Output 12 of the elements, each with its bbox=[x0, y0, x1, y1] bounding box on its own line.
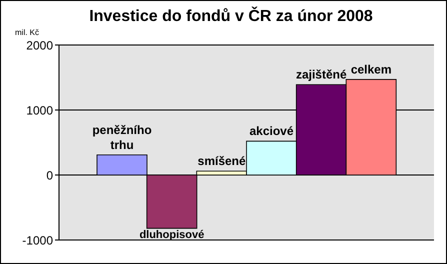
x-tick-label: dluhopisové bbox=[139, 228, 204, 241]
y-tick-label: 0 bbox=[46, 168, 54, 182]
y-axis-title: mil. Kč bbox=[15, 28, 39, 37]
y-tick-label: -1000 bbox=[22, 233, 54, 248]
y-tick-label: 2000 bbox=[26, 38, 54, 52]
chart-title: Investice do fondů v ČR za únor 2008 bbox=[88, 8, 374, 26]
x-tick-label: akciové bbox=[249, 124, 294, 138]
x-tick-label: peněžního trhu bbox=[92, 122, 152, 152]
x-tick-label: smíšené bbox=[198, 154, 246, 168]
x-tick-label: zajištěné bbox=[296, 68, 347, 82]
x-tick-label: celkem bbox=[350, 62, 392, 76]
y-tick-label: 1000 bbox=[26, 103, 54, 118]
